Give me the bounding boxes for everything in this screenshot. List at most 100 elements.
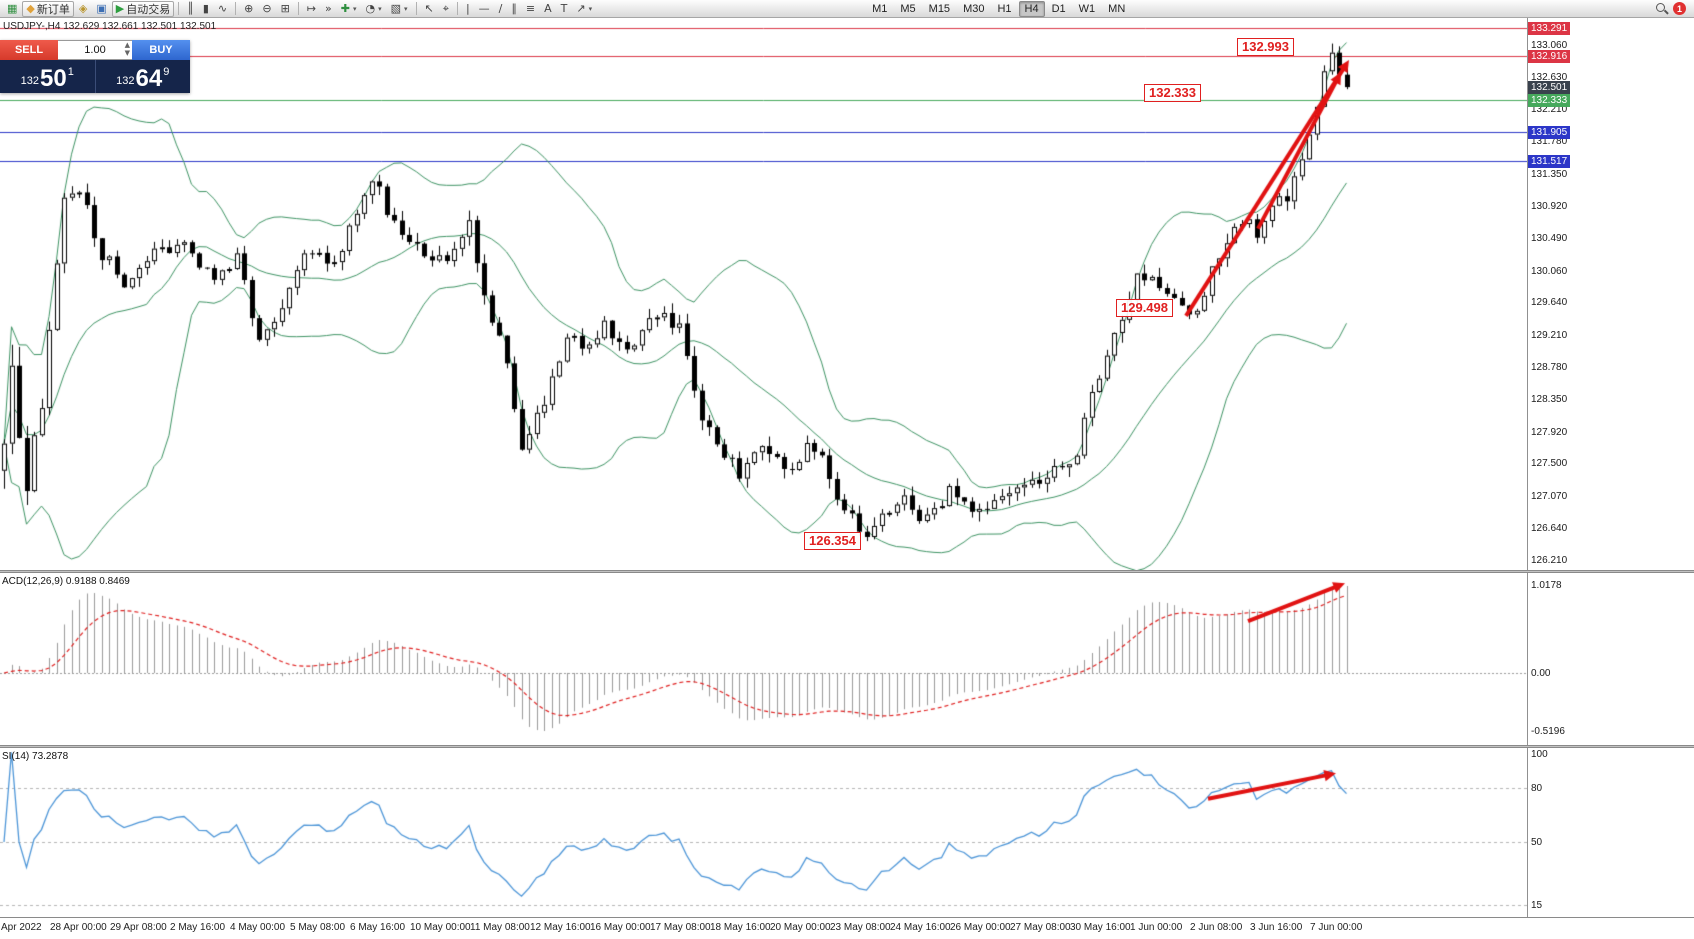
price-axis-label: -0.5196 bbox=[1531, 726, 1565, 737]
cursor-button[interactable]: ↖ bbox=[421, 1, 438, 17]
fibonacci-button[interactable]: ≡ bbox=[522, 1, 539, 17]
toolbar-separator bbox=[297, 2, 299, 15]
auto-trading-button-label: 自动交易 bbox=[126, 3, 171, 16]
timeframe-m15-button[interactable]: M15 bbox=[923, 1, 956, 17]
bid-price-main: 132 bbox=[20, 75, 40, 87]
sell-button[interactable]: SELL bbox=[0, 40, 58, 60]
time-axis-label: 4 May 00:00 bbox=[230, 922, 286, 933]
time-axis-label: 28 Apr 00:00 bbox=[50, 922, 107, 933]
templates-icon: ▧ bbox=[390, 2, 401, 15]
price-callout[interactable]: 132.993 bbox=[1237, 38, 1294, 57]
bid-price: 132 50 1 bbox=[0, 60, 95, 93]
volume-input[interactable]: 1.00 ▲ ▼ bbox=[58, 40, 132, 60]
label-button[interactable]: T bbox=[557, 1, 572, 17]
price-axis-badge[interactable]: 133.291 bbox=[1528, 21, 1571, 35]
bid-price-sup: 1 bbox=[67, 66, 74, 78]
bar-chart-button[interactable]: ║ bbox=[183, 1, 198, 17]
time-axis-label: 10 May 00:00 bbox=[410, 922, 471, 933]
panel-splitter[interactable] bbox=[0, 570, 1694, 573]
volume-down-button[interactable]: ▼ bbox=[124, 49, 130, 57]
horizontal-line-button[interactable]: — bbox=[475, 1, 494, 17]
trendline-button[interactable]: ∕ bbox=[495, 1, 507, 17]
time-axis-label: 5 May 08:00 bbox=[290, 922, 346, 933]
price-callout[interactable]: 132.333 bbox=[1144, 84, 1201, 103]
bid-ask-display: 132 50 1 132 64 9 bbox=[0, 60, 190, 93]
ask-price: 132 64 9 bbox=[96, 60, 191, 93]
timeframe-mn-button[interactable]: MN bbox=[1102, 1, 1131, 17]
zoom-out-button[interactable]: ⊖ bbox=[258, 1, 275, 17]
price-axis-label: 132.210 bbox=[1531, 103, 1568, 115]
price-axis-divider bbox=[1527, 18, 1528, 917]
equidistant-channel-button[interactable]: ∥ bbox=[507, 1, 521, 17]
chart-shift-button[interactable]: » bbox=[321, 1, 336, 17]
price-axis-badge[interactable]: 132.916 bbox=[1528, 49, 1571, 63]
buy-button[interactable]: BUY bbox=[132, 40, 190, 60]
auto-trading-icon: ▶ bbox=[115, 2, 125, 15]
time-axis-label: 17 May 08:00 bbox=[650, 922, 711, 933]
fibonacci-icon: ≡ bbox=[525, 2, 536, 15]
bar-chart-icon: ║ bbox=[187, 2, 194, 15]
timeframe-w1-button[interactable]: W1 bbox=[1073, 1, 1102, 17]
price-chart-canvas[interactable] bbox=[0, 18, 1527, 570]
label-icon: T bbox=[560, 2, 568, 15]
market-button[interactable]: ▣ bbox=[92, 1, 110, 17]
price-axis-badge[interactable]: 131.905 bbox=[1528, 125, 1571, 139]
crosshair-icon: ⌖ bbox=[442, 2, 449, 15]
periods-button[interactable]: ◔ ▾ bbox=[361, 1, 385, 17]
price-axis-badge[interactable]: 132.333 bbox=[1528, 93, 1571, 107]
tile-windows-button[interactable]: ⊞ bbox=[277, 1, 294, 17]
timeframe-h1-button[interactable]: H1 bbox=[991, 1, 1017, 17]
candlestick-chart-icon: ▮ bbox=[202, 2, 209, 15]
price-axis-label: 129.210 bbox=[1531, 329, 1568, 341]
macd-panel-canvas[interactable] bbox=[0, 573, 1527, 745]
timeframe-m1-button[interactable]: M1 bbox=[866, 1, 893, 17]
ask-price-big: 64 bbox=[135, 64, 163, 92]
crosshair-button[interactable]: ⌖ bbox=[439, 1, 453, 17]
rsi-panel-canvas[interactable] bbox=[0, 748, 1527, 917]
price-callout[interactable]: 126.354 bbox=[804, 531, 861, 550]
vertical-line-button[interactable]: | bbox=[462, 1, 474, 17]
time-axis-label: 1 Jun 00:00 bbox=[1130, 922, 1183, 933]
auto-trading-button[interactable]: ▶ 自动交易 bbox=[111, 0, 175, 17]
text-button[interactable]: A bbox=[540, 1, 556, 17]
time-axis-label: 24 May 16:00 bbox=[890, 922, 951, 933]
panel-splitter[interactable] bbox=[0, 745, 1694, 748]
price-axis-badge[interactable]: 132.501 bbox=[1528, 81, 1571, 95]
price-axis-badge[interactable]: 131.517 bbox=[1528, 155, 1571, 169]
price-axis-label: 126.640 bbox=[1531, 522, 1568, 534]
volume-up-button[interactable]: ▲ bbox=[124, 41, 130, 49]
timeframe-h4-button[interactable]: H4 bbox=[1018, 0, 1045, 17]
time-axis-label: 23 May 08:00 bbox=[830, 922, 891, 933]
timeframe-m30-button[interactable]: M30 bbox=[957, 1, 990, 17]
dropdown-caret-icon: ▾ bbox=[588, 4, 593, 13]
templates-button[interactable]: ▧ ▾ bbox=[387, 1, 412, 17]
price-axis-label: 1.0178 bbox=[1531, 580, 1562, 591]
new-chart-button[interactable]: ▦ bbox=[3, 1, 21, 17]
notification-badge[interactable]: 1 bbox=[1673, 2, 1686, 15]
timeframe-m30-button-label: M30 bbox=[963, 2, 985, 15]
search-icon[interactable] bbox=[1656, 2, 1668, 15]
time-axis[interactable]: Apr 2022 28 Apr 00:00 29 Apr 08:00 2 May 16… bbox=[0, 917, 1694, 939]
timeframe-m5-button[interactable]: M5 bbox=[894, 1, 921, 17]
time-axis-label: 30 May 16:00 bbox=[1070, 922, 1131, 933]
price-axis-label: 128.350 bbox=[1531, 394, 1568, 406]
time-axis-label: 2 May 16:00 bbox=[170, 922, 226, 933]
price-axis-label: 130.920 bbox=[1531, 201, 1568, 212]
arrows-button[interactable]: ↗ ▾ bbox=[572, 1, 596, 17]
toolbar-groups: ▦ ◆ 新订单 ◈ ▣ ▶ 自动交易 ║ ▮ ∿ ⊕ ⊖ ⊞ ↦» ✚ ▾ ◔ ▾ ▧ ▾ ↖ ⌖ | — ∕ ∥ ≡ A T ↗ ▾ M1 M… bbox=[3, 0, 1131, 18]
time-axis-label: 26 May 00:00 bbox=[950, 922, 1011, 933]
price-axis-label: 80 bbox=[1531, 783, 1543, 794]
price-callout[interactable]: 129.498 bbox=[1116, 299, 1173, 318]
zoom-in-icon: ⊕ bbox=[244, 2, 254, 15]
zoom-in-button[interactable]: ⊕ bbox=[240, 1, 257, 17]
indicators-button[interactable]: ✚ ▾ bbox=[337, 1, 361, 17]
chart-shift-icon: » bbox=[325, 2, 332, 15]
time-axis-label: 6 May 16:00 bbox=[350, 922, 406, 933]
timeframe-d1-button[interactable]: D1 bbox=[1046, 1, 1072, 17]
auto-scroll-button[interactable]: ↦ bbox=[303, 1, 320, 17]
candlestick-chart-button[interactable]: ▮ bbox=[199, 1, 213, 17]
new-order-button[interactable]: ◆ 新订单 bbox=[22, 0, 74, 17]
line-chart-button[interactable]: ∿ bbox=[214, 1, 231, 17]
metaeditor-button[interactable]: ◈ bbox=[75, 1, 91, 17]
macd-indicator-label: ACD(12,26,9) 0.9188 0.8469 bbox=[2, 576, 130, 587]
